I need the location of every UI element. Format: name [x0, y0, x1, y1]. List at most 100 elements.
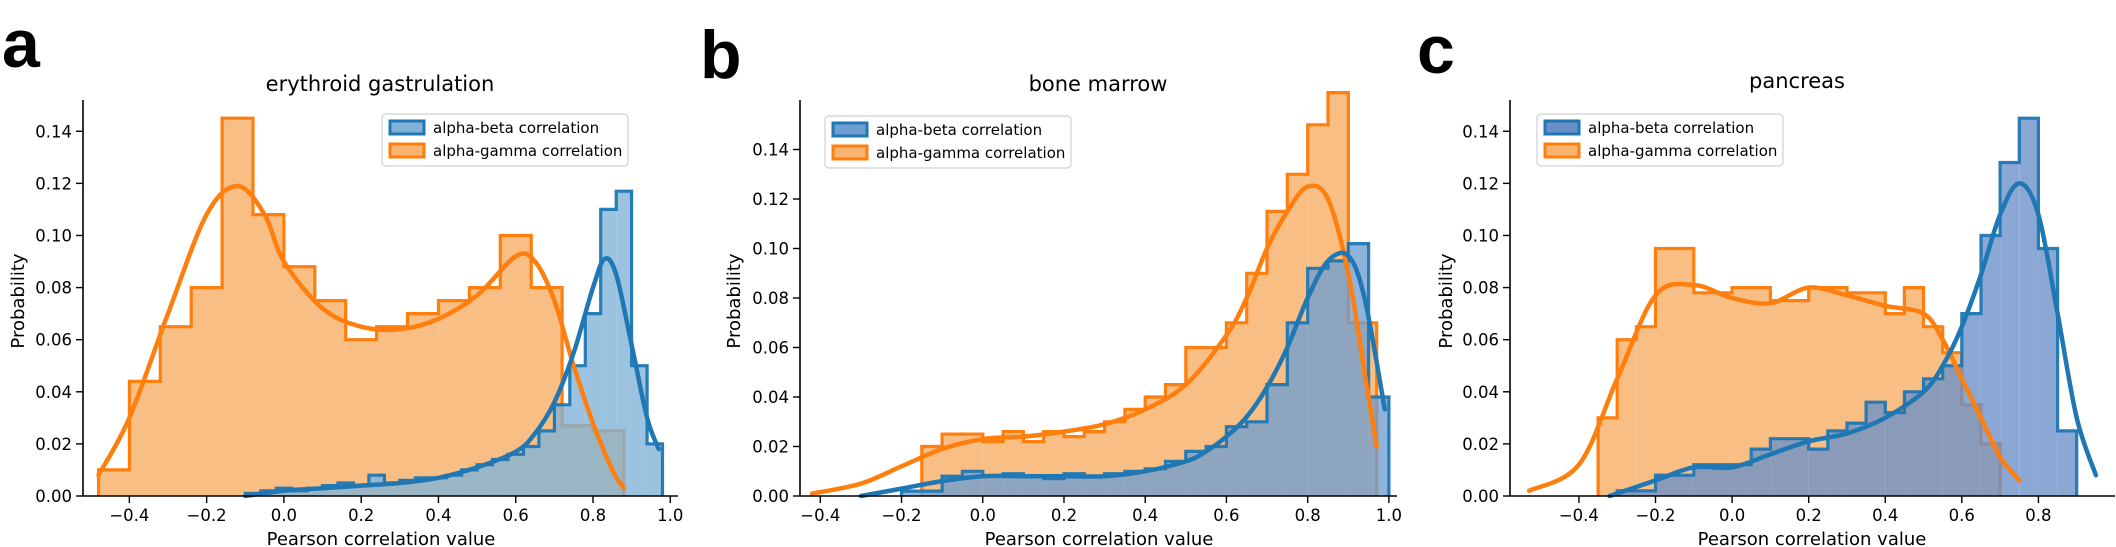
hist-bar-alpha-beta-b	[1328, 260, 1349, 496]
hist-bar-alpha-beta-b	[1124, 471, 1146, 497]
y-tick-label-c: 0.06	[1462, 331, 1499, 350]
x-axis-label-c: Pearson correlation value	[1698, 529, 1927, 547]
hist-bar-alpha-beta-c	[1866, 402, 1886, 496]
legend-a: alpha-beta correlation alpha-gamma corre…	[381, 113, 629, 167]
y-tick-label-a: 0.10	[35, 227, 72, 246]
hist-bar-alpha-beta-b	[1267, 384, 1288, 496]
hist-bar-alpha-beta-b	[1246, 421, 1267, 497]
hist-bar-alpha-beta-c	[1904, 391, 1924, 496]
panel-a: a erythroid gastrulation Probability Pea…	[2, 6, 683, 547]
hist-bar-alpha-beta-b	[1185, 451, 1207, 496]
legend-box-b	[824, 115, 1072, 169]
legend-label-alpha-beta-b: alpha-beta correlation	[876, 121, 1042, 139]
x-tick-label-a: 0.4	[425, 506, 451, 525]
hist-bar-alpha-beta-a	[616, 191, 632, 496]
y-axis-label-a: Probability	[8, 253, 29, 348]
x-tick-label-c: −0.2	[1635, 506, 1675, 525]
y-tick-label-b: 0.00	[752, 487, 789, 506]
hist-bar-alpha-beta-a	[492, 459, 508, 496]
hist-bar-alpha-beta-a	[647, 443, 663, 496]
y-tick-label-b: 0.02	[752, 438, 789, 457]
kde-curve-alpha-gamma-a	[96, 183, 627, 491]
x-tick-label-a: −0.4	[109, 506, 149, 525]
hist-bar-alpha-beta-c	[1923, 378, 1943, 496]
hist-outline-alpha-gamma-b	[920, 91, 1379, 496]
y-tick-label-a: 0.00	[35, 487, 72, 506]
panel-letter-c: c	[1417, 12, 1455, 88]
chart-title-b: bone marrow	[1029, 72, 1168, 96]
x-tick-label-c: −0.4	[1559, 506, 1599, 525]
hist-bar-alpha-beta-a	[384, 483, 400, 496]
panel-c: c pancreas Probability Pearson correlati…	[1417, 12, 2115, 547]
hist-bar-alpha-beta-c	[1827, 430, 1847, 496]
hist-bar-alpha-beta-b	[1023, 476, 1044, 496]
y-tick-label-b: 0.08	[752, 289, 789, 308]
chart-title-c: pancreas	[1749, 69, 1845, 93]
plot-area-a: −0.4 −0.2 0.0 0.2 0.4 0.6 0.8 1.0 0.00 0.02 0.04 0.…	[35, 100, 683, 525]
kde-curve-alpha-gamma-c	[1526, 281, 2022, 494]
hist-bar-alpha-gamma-a	[160, 326, 192, 496]
hist-bar-alpha-gamma-a	[222, 118, 253, 496]
hist-bar-alpha-gamma-c	[1636, 326, 1656, 496]
legend-box-c	[1536, 113, 1784, 167]
y-axis-label-c: Probability	[1436, 253, 1457, 348]
chart-title-a: erythroid gastrulation	[266, 72, 495, 96]
legend-label-alpha-gamma-c: alpha-gamma correlation	[1588, 142, 1777, 160]
hist-bar-alpha-beta-c	[2019, 118, 2039, 496]
hist-bar-alpha-beta-a	[307, 488, 323, 496]
hist-bar-alpha-gamma-a	[253, 214, 284, 496]
legend-swatch-alpha-beta-b	[831, 121, 869, 138]
x-tick-label-b: 0.2	[1051, 506, 1077, 525]
kde-curve-alpha-beta-b	[858, 250, 1388, 499]
x-tick-label-a: 0.2	[348, 506, 374, 525]
hist-bar-alpha-beta-c	[1885, 412, 1905, 496]
hist-bar-alpha-beta-b	[1287, 322, 1308, 497]
plot-area-b: −0.4 −0.2 0.0 0.2 0.4 0.6 0.8 1.0 0.00 0.02 0.04 0.…	[752, 91, 1402, 525]
hist-bar-alpha-beta-a	[538, 430, 555, 496]
y-tick-label-c: 0.00	[1462, 487, 1499, 506]
hist-bar-alpha-gamma-a	[407, 313, 439, 496]
y-tick-label-b: 0.12	[752, 190, 789, 209]
y-tick-label-c: 0.14	[1462, 122, 1499, 141]
hist-bar-alpha-gamma-a	[98, 469, 130, 496]
hist-bar-alpha-beta-c	[1789, 438, 1809, 496]
hist-bar-alpha-beta-a	[600, 209, 617, 496]
hist-bar-alpha-beta-c	[1981, 235, 2001, 496]
hist-bar-alpha-beta-c	[2057, 430, 2077, 496]
kde-curve-alpha-beta-c	[1607, 181, 2099, 499]
hist-bar-alpha-beta-c	[1808, 449, 1828, 496]
legend-swatch-alpha-beta-a	[388, 119, 426, 136]
hist-bar-alpha-beta-a	[446, 475, 462, 496]
legend-label-alpha-beta-a: alpha-beta correlation	[433, 119, 599, 137]
hist-bar-alpha-beta-b	[1206, 446, 1227, 496]
legend-label-alpha-gamma-a: alpha-gamma correlation	[433, 142, 622, 160]
hist-bar-alpha-gamma-a	[129, 381, 161, 496]
y-tick-label-a: 0.02	[35, 435, 72, 454]
kde-curve-alpha-beta-a	[243, 256, 661, 499]
hist-bar-alpha-beta-b	[1165, 461, 1186, 496]
x-tick-label-a: −0.2	[187, 506, 227, 525]
x-tick-label-b: −0.2	[881, 506, 921, 525]
hist-bar-alpha-beta-a	[569, 365, 586, 496]
y-tick-label-c: 0.12	[1462, 174, 1499, 193]
hist-bar-alpha-beta-a	[353, 485, 369, 496]
hist-bar-alpha-beta-a	[477, 464, 493, 496]
x-axis-label-b: Pearson correlation value	[985, 529, 1214, 547]
kde-curve-alpha-gamma-b	[809, 183, 1379, 496]
y-tick-label-c: 0.08	[1462, 279, 1499, 298]
x-tick-label-c: 0.0	[1719, 506, 1745, 525]
x-tick-label-b: −0.4	[800, 506, 840, 525]
hist-bar-alpha-gamma-c	[1598, 417, 1618, 496]
y-tick-label-a: 0.14	[35, 122, 72, 141]
hist-bar-alpha-beta-a	[430, 477, 447, 496]
x-tick-label-b: 0.0	[970, 506, 996, 525]
legend-swatch-alpha-beta-c	[1543, 119, 1581, 136]
hist-bar-alpha-beta-b	[1145, 468, 1166, 496]
y-axis-label-b: Probability	[724, 253, 745, 348]
legend-label-alpha-beta-c: alpha-beta correlation	[1588, 119, 1754, 137]
legend-swatch-alpha-gamma-b	[831, 144, 869, 161]
hist-bar-alpha-beta-b	[1084, 476, 1105, 496]
hist-bar-alpha-beta-c	[2038, 248, 2058, 496]
y-tick-label-b: 0.14	[752, 141, 789, 160]
